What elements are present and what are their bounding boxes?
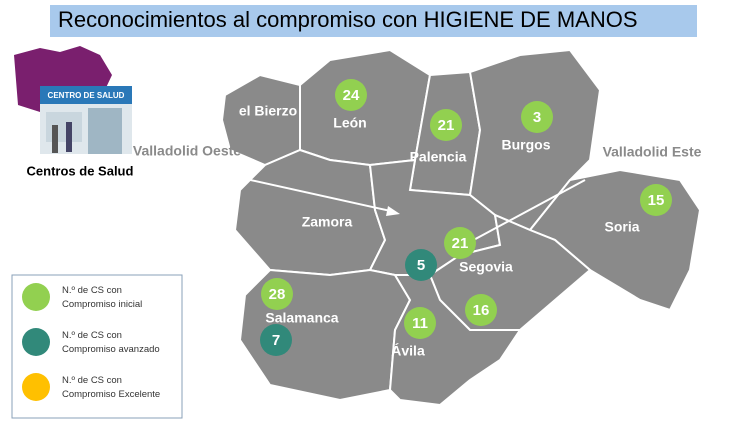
marker xyxy=(261,278,293,310)
logo: CENTRO DE SALUD Centros de Salud xyxy=(14,46,134,178)
region-label: Valladolid Oeste xyxy=(133,143,241,159)
legend-label: N.º de CS con Compromiso Excelente xyxy=(62,375,160,400)
marker-value: 21 xyxy=(452,235,469,252)
marker-value: 5 xyxy=(417,257,425,274)
marker-value: 11 xyxy=(412,315,428,332)
legend-label: N.º de CS con Compromiso avanzado xyxy=(62,330,160,355)
province-label: Palencia xyxy=(410,149,467,165)
logo-caption: Centros de Salud xyxy=(27,163,134,178)
marker xyxy=(404,307,436,339)
marker-value: 7 xyxy=(272,332,280,349)
title: Reconocimientos al compromiso con HIGIEN… xyxy=(58,7,638,32)
title-bar xyxy=(50,5,697,37)
marker xyxy=(260,324,292,356)
marker-value: 24 xyxy=(343,87,360,104)
province-label: Zamora xyxy=(302,214,353,230)
legend-swatch xyxy=(22,283,50,311)
marker xyxy=(521,101,553,133)
province-label: Ávila xyxy=(391,343,425,359)
province-label: León xyxy=(333,115,366,131)
province-label: el Bierzo xyxy=(239,103,297,119)
marker xyxy=(444,227,476,259)
marker xyxy=(405,249,437,281)
province-label: Segovia xyxy=(459,259,513,275)
legend-swatch xyxy=(22,373,50,401)
marker-value: 21 xyxy=(438,117,455,134)
legend-swatch xyxy=(22,328,50,356)
region-label: Valladolid Este xyxy=(603,144,702,160)
logo-sign: CENTRO DE SALUD xyxy=(48,91,125,100)
marker-value: 16 xyxy=(473,302,490,319)
marker xyxy=(430,109,462,141)
marker-value: 15 xyxy=(648,192,665,209)
marker xyxy=(335,79,367,111)
marker-value: 28 xyxy=(269,286,286,303)
marker-value: 3 xyxy=(533,109,541,126)
province-label: Soria xyxy=(604,219,639,235)
province-label: Burgos xyxy=(502,137,551,153)
marker xyxy=(640,184,672,216)
marker xyxy=(465,294,497,326)
legend-label: N.º de CS con Compromiso inicial xyxy=(62,285,142,310)
province-label: Salamanca xyxy=(265,310,338,326)
